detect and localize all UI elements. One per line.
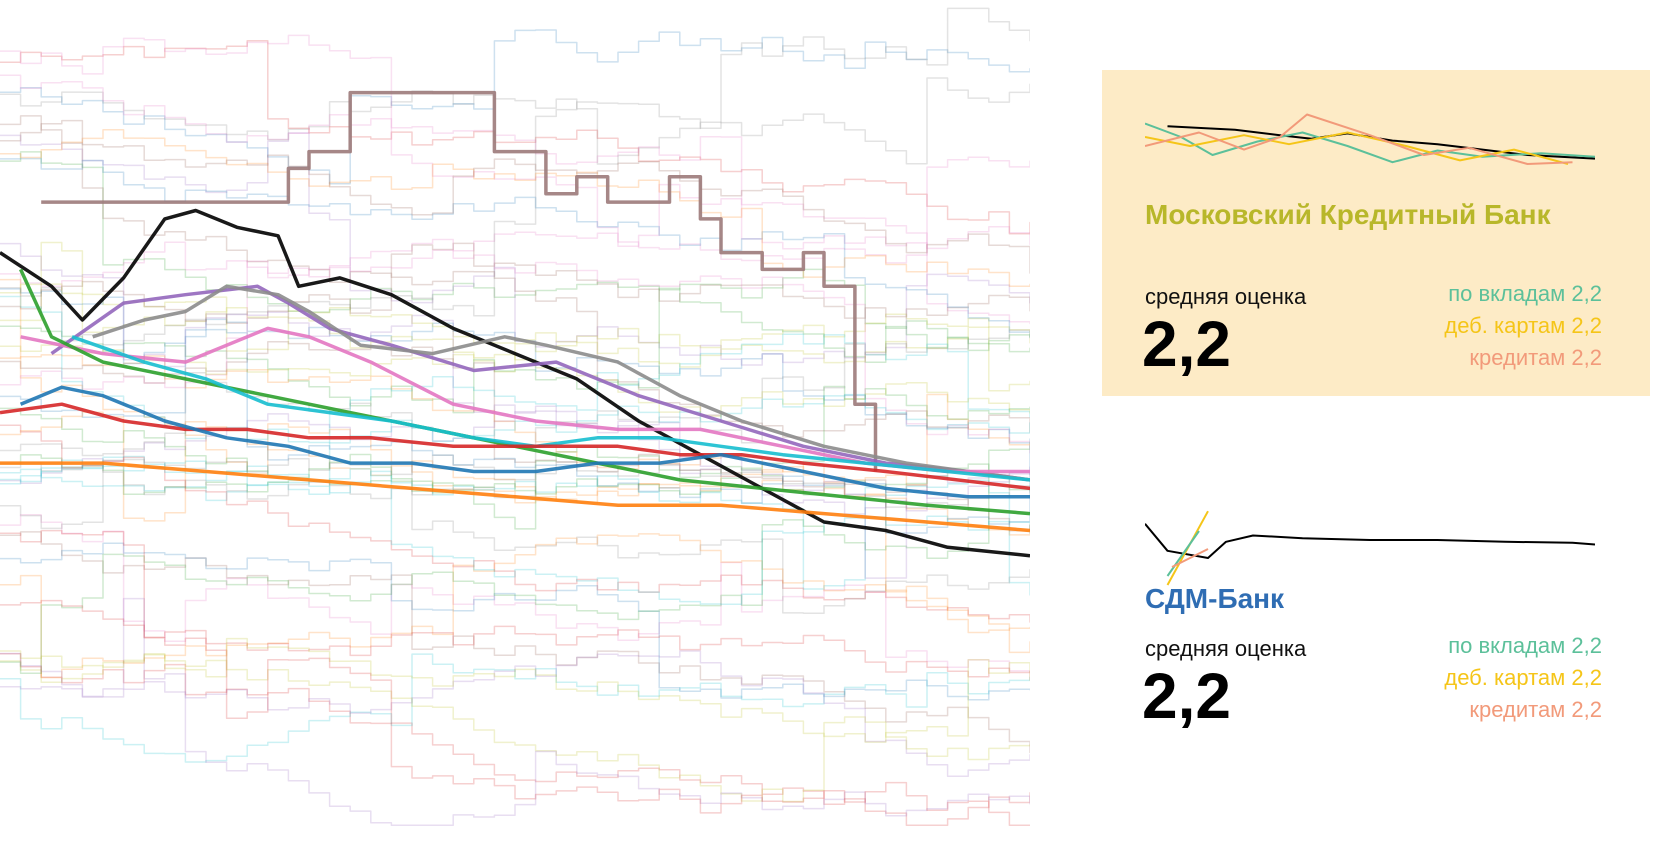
rating-deposits: по вкладам 2,2 [1448,281,1602,306]
background-series-line [0,533,1030,679]
bank-name: Московский Кредитный Банк [1145,199,1551,230]
background-series-line [0,542,1030,701]
background-series-line [0,115,1030,274]
highlighted-series-group [0,90,1030,558]
bank-sparkline [1145,113,1595,165]
background-series-line [0,385,1030,495]
background-series-line [0,637,1030,743]
background-series-line [0,411,1030,536]
background-series-line [0,513,1030,681]
background-series-line [0,7,1030,346]
background-series-line [0,468,1030,596]
sparkline-series [1145,131,1569,165]
bank-card-highlighted[interactable]: Московский Кредитный Банк средняя оценка… [1102,70,1650,396]
background-series-line [0,183,1030,325]
rating-debit-cards: деб. картам 2,2 [1444,313,1602,338]
rating-deposits: по вкладам 2,2 [1448,633,1602,658]
background-series-line [0,599,1030,826]
background-series-line [0,40,1030,235]
background-series-line [0,329,1030,500]
background-series-line [0,241,1030,392]
background-series-line [0,531,1030,754]
background-series-line [0,653,1030,763]
sparkline-series [1145,122,1595,164]
background-series-line [0,242,1030,325]
sparkline-series [1171,548,1209,568]
background-series-line [0,34,1030,264]
background-series-line [0,652,1030,826]
average-rating-value: 2,2 [1142,660,1231,732]
background-series-line [0,454,1030,530]
background-series-line [0,405,1030,515]
background-series-line [0,77,1030,165]
sparkline-series [1166,530,1200,577]
background-series-line [0,441,1030,675]
sub-ratings: по вкладам 2,2 деб. картам 2,2 кредитам … [1444,630,1602,726]
sparkline-series [1145,523,1595,559]
background-series-line [0,128,1030,287]
sub-ratings: по вкладам 2,2 деб. картам 2,2 кредитам … [1444,278,1602,374]
series-line [0,402,1030,491]
bank-card[interactable]: СДМ-Банк средняя оценка 2,2 по вкладам 2… [1102,404,1650,754]
background-series-line [0,157,1030,339]
bank-sparkline [1145,510,1595,586]
background-series-line [0,119,1030,438]
background-series-line [0,652,1030,803]
background-series-line [0,597,1030,826]
background-series-line [0,151,1030,353]
series-line [50,284,1030,482]
average-rating-label: средняя оценка [1145,284,1307,309]
series-line [0,461,1030,533]
background-series-line [0,333,1030,495]
series-line [92,284,1030,482]
background-series-line [0,249,1030,454]
background-series-line [0,287,1030,414]
background-series-line [0,242,1030,579]
series-line [19,385,1030,499]
rating-credits: кредитам 2,2 [1469,697,1602,722]
main-line-chart [0,7,1030,826]
rating-debit-cards: деб. картам 2,2 [1444,665,1602,690]
rating-credits: кредитам 2,2 [1469,345,1602,370]
background-series-line [0,371,1030,615]
background-series-line [0,132,1030,366]
series-line [19,268,1030,516]
background-series-line [0,424,1030,623]
background-series-line [0,650,1030,778]
sparkline-series [1145,113,1573,165]
series-line [41,90,878,472]
background-series-line [0,529,1030,678]
average-rating-value: 2,2 [1142,308,1231,380]
bank-name: СДМ-Банк [1145,583,1285,614]
background-series-line [0,29,1030,185]
average-rating-label: средняя оценка [1145,636,1307,661]
background-series-line [0,74,1030,250]
